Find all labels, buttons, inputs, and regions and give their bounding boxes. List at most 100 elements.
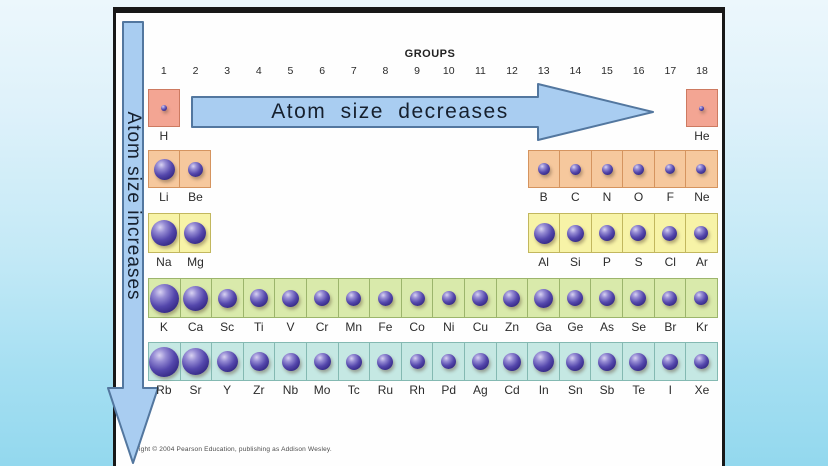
element-symbol: N [602, 190, 612, 204]
period-2-symbols: B C N O F Ne [528, 190, 718, 204]
element-symbol: C [570, 190, 580, 204]
element-symbol: I [668, 383, 672, 397]
group-number: 18 [696, 65, 708, 77]
element-cell-s [622, 214, 653, 252]
element-cell-al [529, 214, 559, 252]
atom-sphere-sc [217, 288, 237, 308]
atom-sphere-b [538, 163, 551, 175]
element-symbol: Ca [187, 320, 204, 334]
element-cell-ni [432, 279, 464, 317]
atom-sphere-ge [567, 290, 584, 306]
element-cell-tc [337, 343, 370, 380]
element-symbol: As [600, 320, 615, 334]
atom-sphere-br [662, 290, 678, 306]
atom-sphere-sn [566, 352, 585, 371]
element-cell-co [400, 279, 433, 317]
group-number: 10 [442, 65, 455, 77]
element-cell-p [590, 214, 622, 252]
group-number: 6 [319, 65, 326, 77]
group-number: 12 [506, 65, 518, 77]
group-number: 3 [224, 65, 231, 77]
element-symbol: Te [632, 383, 646, 397]
element-cell-te [621, 343, 654, 380]
period-5-cells [148, 342, 718, 381]
period-4-cells [148, 278, 718, 318]
group-number: 5 [287, 65, 294, 77]
element-symbol: Ni [443, 320, 455, 334]
element-cell-sc [211, 279, 243, 317]
atom-sphere-al [533, 222, 555, 244]
atom-sphere-co [409, 290, 425, 306]
element-symbol: Zn [505, 320, 520, 334]
element-symbol: Al [538, 255, 549, 269]
atom-sphere-zn [503, 289, 521, 307]
element-symbol: Xe [694, 383, 710, 397]
element-cell-n [590, 151, 622, 187]
atom-sphere-cd [502, 352, 521, 371]
group-number: 14 [569, 65, 582, 77]
atom-size-decreases-arrow [191, 83, 654, 141]
element-symbol: Pd [441, 383, 457, 397]
atom-sphere-li [153, 158, 175, 180]
element-cell-mn [337, 279, 370, 317]
element-cell-ga [527, 279, 559, 317]
period-4-symbols: K Ca Sc Ti V Cr Mn Fe Co Ni Cu Zn Ga Ge As Se Br Kr [148, 320, 718, 334]
element-symbol: K [159, 320, 168, 334]
atom-size-decreases-label: Atom size decreases [271, 100, 509, 123]
element-cell-li [149, 151, 179, 187]
atom-sphere-c [570, 163, 582, 175]
atom-sphere-ne [696, 164, 707, 174]
element-cell-ca [179, 279, 212, 317]
element-symbol: He [694, 129, 710, 143]
element-cell-rb [149, 343, 180, 380]
element-symbol: Si [569, 255, 581, 269]
atom-sphere-xe [693, 354, 709, 369]
group-number: 7 [350, 65, 357, 77]
period-3-cells [148, 213, 212, 253]
atom-sphere-mg [184, 222, 207, 244]
atom-sphere-in [532, 351, 554, 372]
element-symbol: Ru [377, 383, 394, 397]
element-symbol: Li [159, 190, 169, 204]
atom-sphere-na [151, 220, 178, 246]
element-cell-y [211, 343, 243, 380]
element-symbol: Ar [695, 255, 708, 269]
element-symbol: Ga [535, 320, 552, 334]
element-cell-cr [305, 279, 338, 317]
atom-sphere-f [664, 164, 675, 174]
atom-sphere-ti [250, 289, 269, 307]
element-symbol: O [633, 190, 644, 204]
atom-sphere-kr [694, 291, 709, 305]
atom-sphere-pd [441, 354, 457, 369]
element-symbol: H [159, 129, 169, 143]
period-1-symbols: H [148, 129, 180, 143]
element-cell-be [179, 151, 210, 187]
atom-sphere-v [282, 289, 300, 307]
atom-sphere-ga [533, 288, 553, 308]
element-cell-he [687, 90, 717, 126]
element-symbol: Mg [187, 255, 204, 269]
atom-sphere-y [216, 351, 238, 372]
element-cell-ar [685, 214, 716, 252]
element-symbol: Ag [473, 383, 488, 397]
element-symbol: Tc [347, 383, 360, 397]
group-number: 2 [192, 65, 199, 77]
group-number: 16 [632, 65, 645, 77]
element-cell-sr [179, 343, 212, 380]
element-cell-zr [242, 343, 275, 380]
element-symbol: Cd [504, 383, 520, 397]
element-cell-ge [558, 279, 591, 317]
element-symbol: Na [156, 255, 172, 269]
element-cell-na [149, 214, 179, 252]
period-3-symbols: Al Si P S Cl Ar [528, 255, 718, 269]
atom-sphere-rh [409, 354, 425, 369]
element-symbol: Ti [254, 320, 264, 334]
atom-sphere-p [599, 225, 615, 241]
atom-sphere-i [661, 353, 678, 370]
atom-sphere-n [601, 163, 613, 175]
element-cell-si [559, 214, 590, 252]
atom-sphere-o [632, 163, 644, 175]
element-cell-ti [242, 279, 275, 317]
group-number: 9 [414, 65, 420, 77]
atom-sphere-he [699, 105, 705, 111]
